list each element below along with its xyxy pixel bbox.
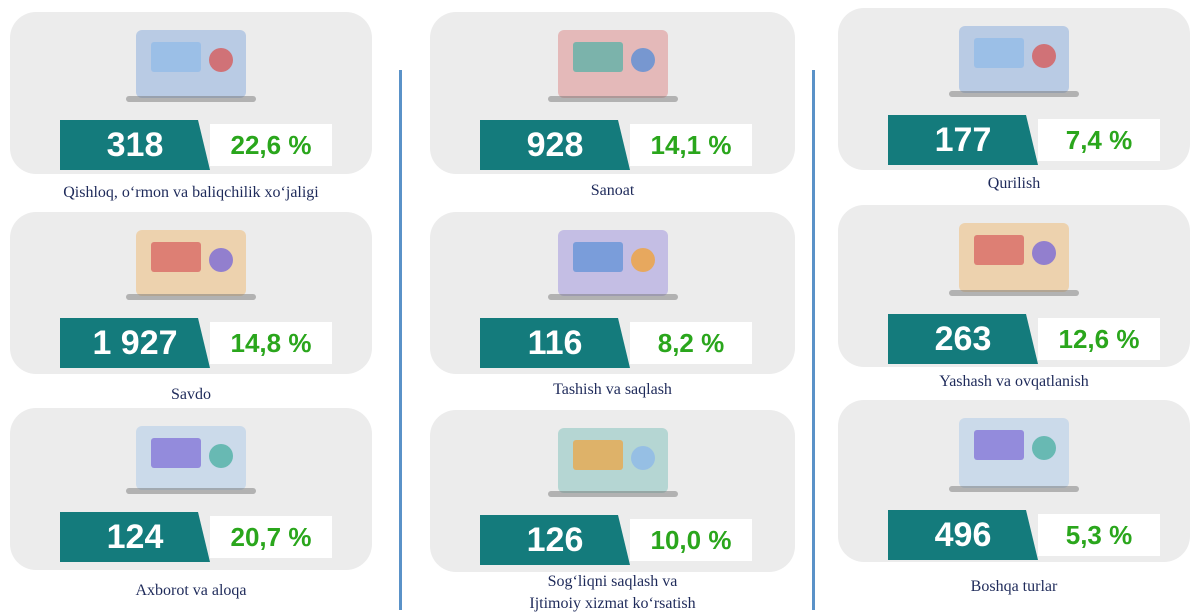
illustration <box>939 213 1089 308</box>
illustration <box>939 16 1089 109</box>
card-label: Sanoat <box>430 180 795 202</box>
illustration <box>939 408 1089 504</box>
card-label: Qurilish <box>838 173 1190 195</box>
count-badge: 928 <box>480 120 630 170</box>
illustration-art <box>116 20 266 114</box>
percent-box: 10,0 % <box>630 519 752 561</box>
percent-box: 14,1 % <box>630 124 752 166</box>
card-label: Boshqa turlar <box>838 576 1190 598</box>
illustration-art <box>538 20 688 114</box>
illustration-art <box>538 220 688 312</box>
count-badge: 1 927 <box>60 318 210 368</box>
divider <box>812 70 815 610</box>
percent-box: 14,8 % <box>210 322 332 364</box>
count-badge: 496 <box>888 510 1038 560</box>
illustration <box>538 220 688 312</box>
card-label: Axborot va aloqa <box>10 580 372 602</box>
count-badge: 318 <box>60 120 210 170</box>
percent-box: 5,3 % <box>1038 514 1160 556</box>
illustration-art <box>538 418 688 509</box>
card-label: Savdo <box>10 384 372 406</box>
illustration-art <box>939 408 1089 504</box>
card-label: Qishloq, o‘rmon va baliqchilik xo‘jaligi <box>10 182 372 204</box>
illustration-art <box>116 220 266 312</box>
count-badge: 263 <box>888 314 1038 364</box>
illustration <box>116 20 266 114</box>
illustration <box>538 418 688 509</box>
count-badge: 126 <box>480 515 630 565</box>
percent-box: 7,4 % <box>1038 119 1160 161</box>
illustration-art <box>116 416 266 506</box>
card-label: Yashash va ovqatlanish <box>838 371 1190 393</box>
illustration <box>116 416 266 506</box>
card-label: Tashish va saqlash <box>430 379 795 401</box>
percent-box: 22,6 % <box>210 124 332 166</box>
illustration <box>116 220 266 312</box>
divider <box>399 70 402 610</box>
illustration-art <box>939 213 1089 308</box>
page: {"cards": [ {"count": "318", "percent": … <box>0 0 1192 616</box>
illustration-art <box>939 16 1089 109</box>
count-badge: 124 <box>60 512 210 562</box>
count-badge: 116 <box>480 318 630 368</box>
percent-box: 8,2 % <box>630 322 752 364</box>
illustration <box>538 20 688 114</box>
percent-box: 20,7 % <box>210 516 332 558</box>
percent-box: 12,6 % <box>1038 318 1160 360</box>
card-label: Sog‘liqni saqlash va Ijtimoiy xizmat ko‘… <box>430 571 795 615</box>
count-badge: 177 <box>888 115 1038 165</box>
